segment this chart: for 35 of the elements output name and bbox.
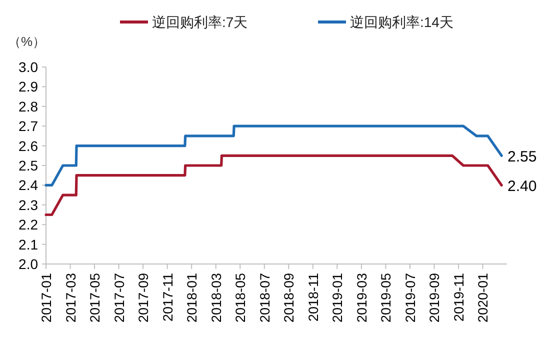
x-tick-label: 2018-05 bbox=[233, 273, 248, 323]
x-tick-label: 2018-09 bbox=[282, 273, 297, 323]
x-tick-label: 2019-03 bbox=[354, 273, 370, 323]
annotation: 2.40 bbox=[508, 178, 537, 196]
x-tick-label: 2017-11 bbox=[160, 273, 176, 322]
y-axis-title: （%） bbox=[8, 34, 46, 49]
y-tick-label: 2.2 bbox=[18, 216, 38, 233]
x-tick-label: 2019-09 bbox=[427, 273, 442, 323]
y-tick-label: 2.4 bbox=[18, 177, 38, 194]
x-tick-label: 2017-05 bbox=[88, 273, 103, 323]
x-tick-label: 2020-01 bbox=[476, 273, 491, 323]
x-tick-label: 2017-01 bbox=[39, 273, 54, 323]
x-tick-label: 2018-07 bbox=[257, 273, 272, 323]
x-tick-label: 2019-07 bbox=[402, 273, 418, 323]
x-tick-label: 2019-01 bbox=[330, 273, 346, 323]
y-tick-label: 2.5 bbox=[18, 158, 38, 174]
y-tick-label: 2.3 bbox=[18, 196, 38, 213]
y-tick-label: 3.0 bbox=[18, 59, 38, 75]
y-tick-label: 2.1 bbox=[18, 236, 38, 252]
y-tick-label: 2.6 bbox=[18, 138, 38, 154]
annotation: 2.55 bbox=[508, 148, 537, 166]
y-tick-label: 2.8 bbox=[18, 98, 38, 114]
x-tick-label: 2017-07 bbox=[112, 273, 127, 323]
y-tick-label: 2.7 bbox=[18, 118, 38, 134]
x-tick-label: 2017-09 bbox=[136, 273, 152, 323]
x-tick-label: 2018-01 bbox=[184, 273, 200, 323]
y-tick-label: 2.9 bbox=[18, 78, 38, 95]
x-tick-label: 2018-11 bbox=[306, 273, 321, 322]
x-tick-label: 2019-05 bbox=[378, 273, 394, 323]
legend-label: 逆回购利率:7天 bbox=[152, 14, 248, 30]
legend-label: 逆回购利率:14天 bbox=[350, 14, 454, 30]
y-tick-label: 2.0 bbox=[18, 256, 38, 272]
x-tick-label: 2019-11 bbox=[451, 273, 466, 322]
x-tick-label: 2018-03 bbox=[208, 273, 224, 323]
x-tick-label: 2017-03 bbox=[63, 273, 78, 323]
